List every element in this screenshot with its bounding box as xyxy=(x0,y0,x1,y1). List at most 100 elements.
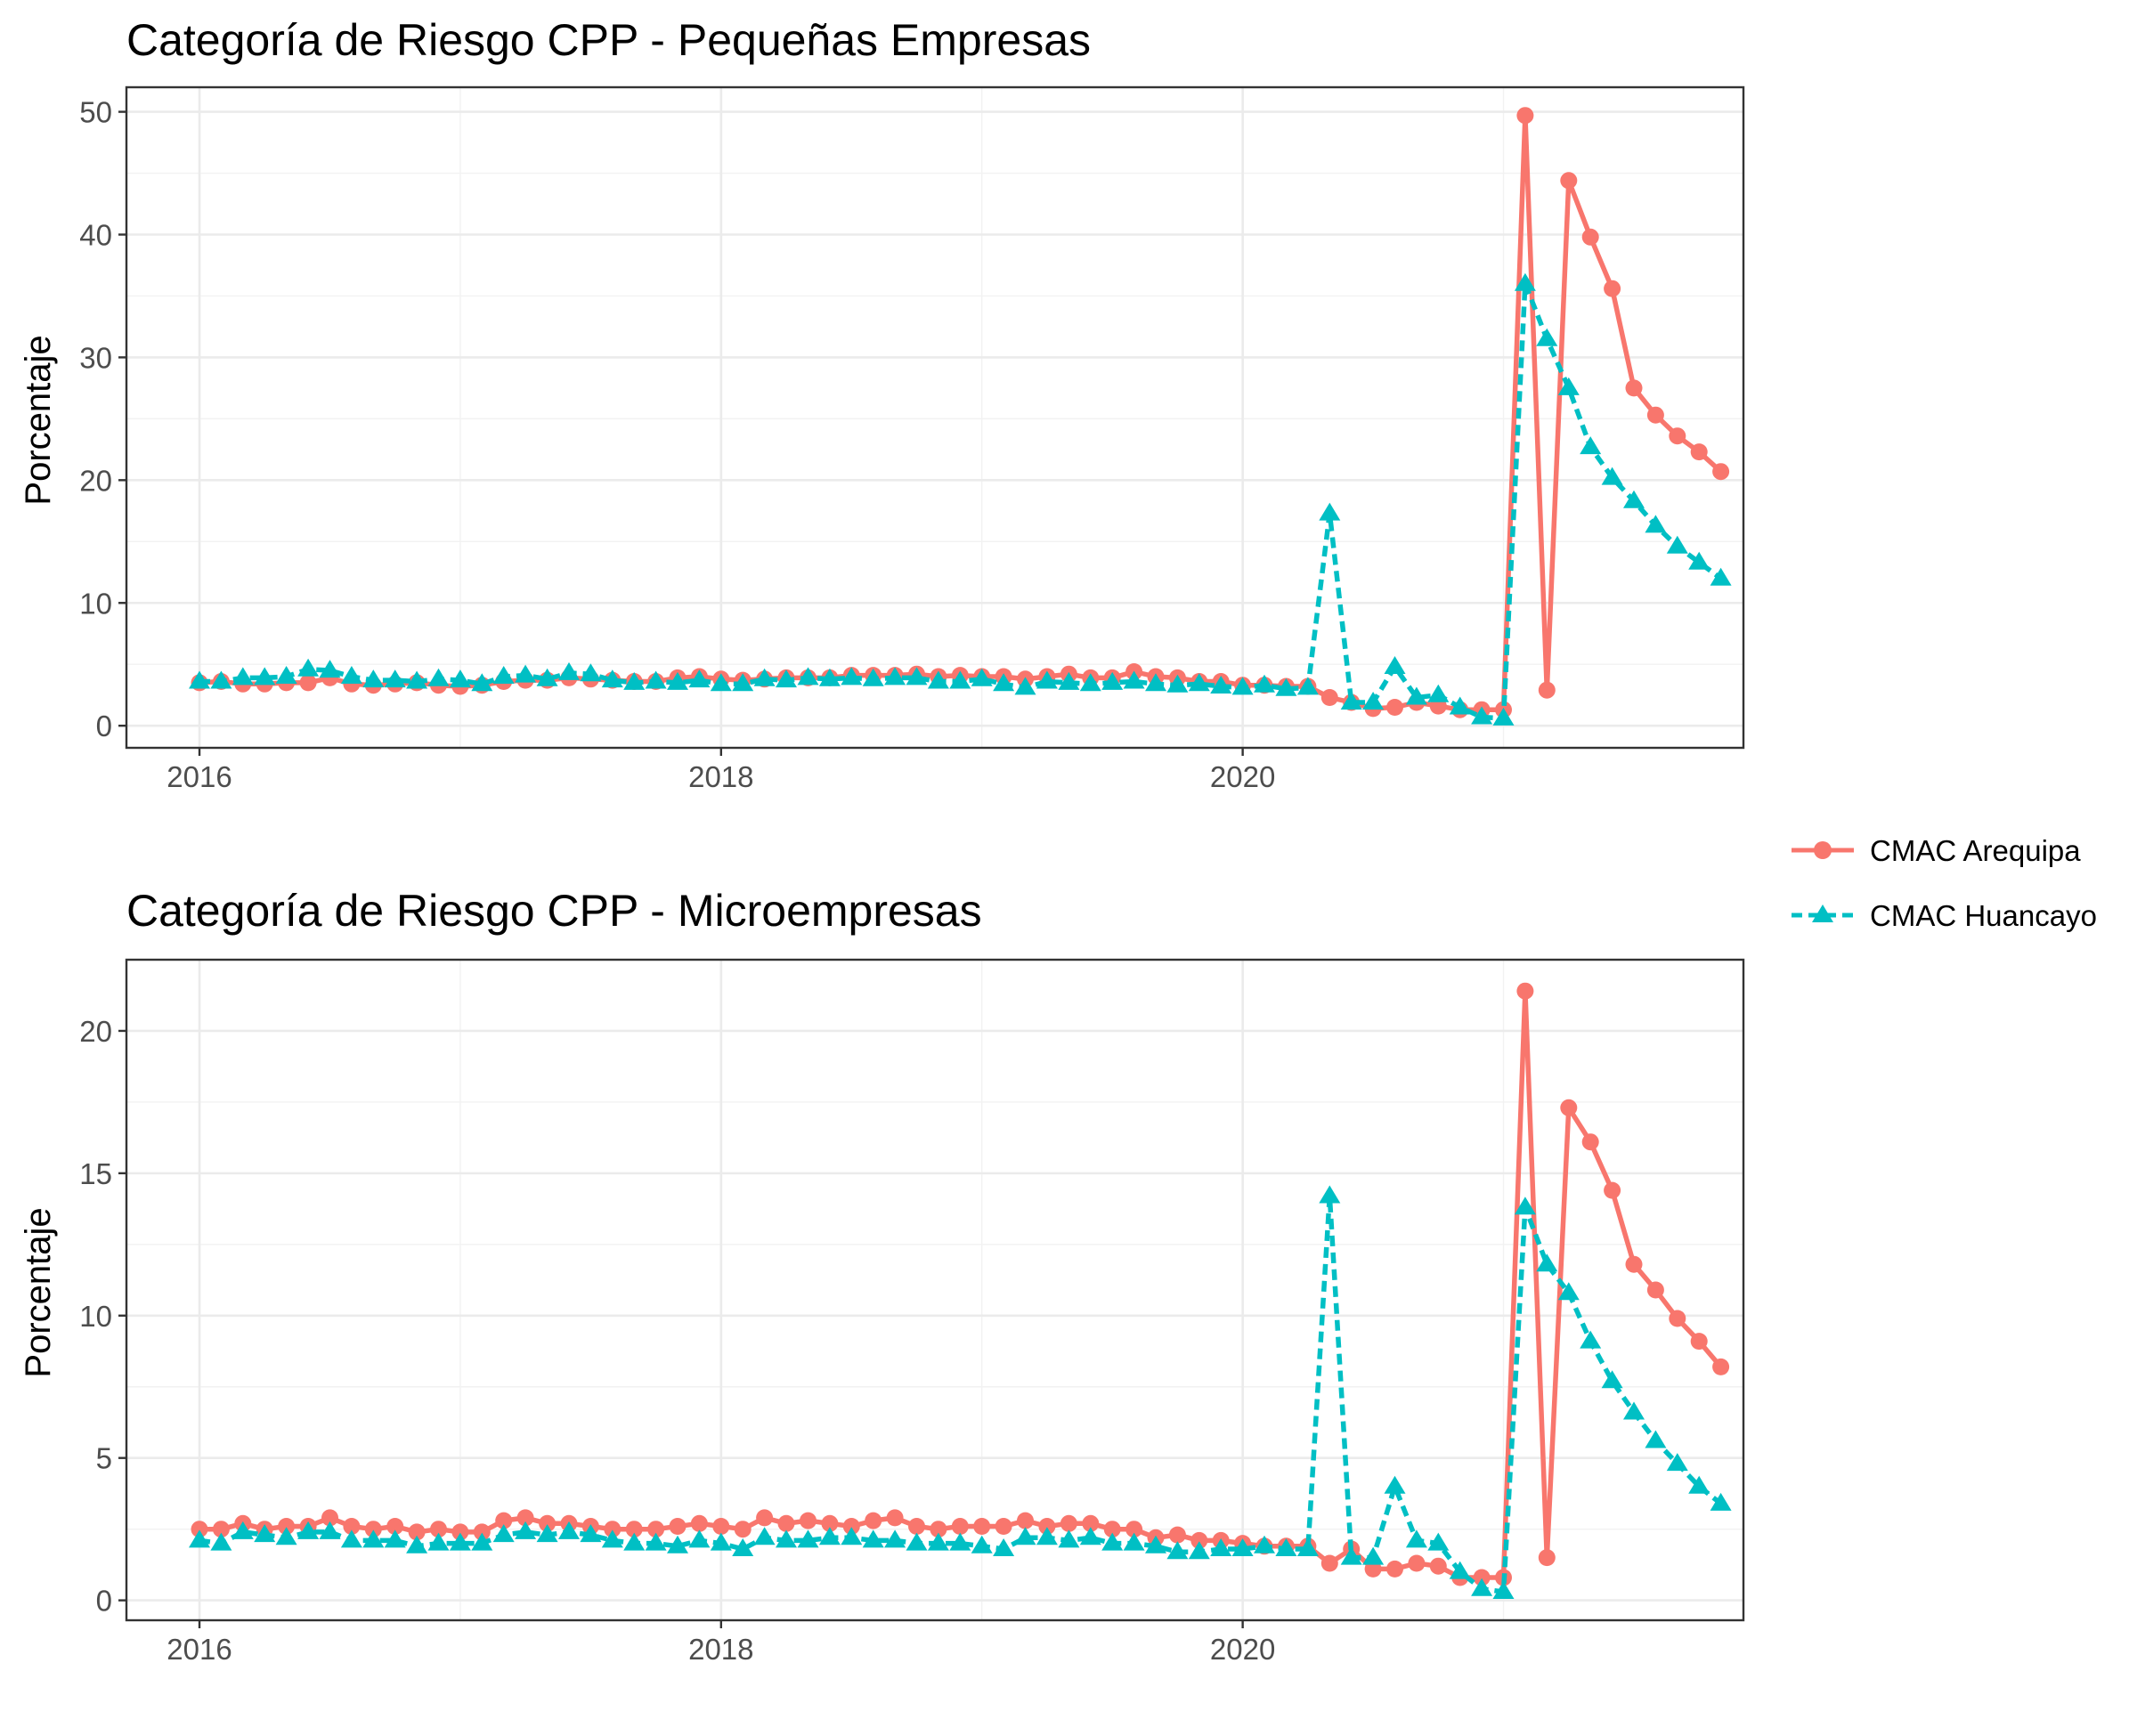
data-point-arequipa xyxy=(1125,1521,1143,1538)
data-point-arequipa xyxy=(1625,1255,1643,1273)
data-point-arequipa xyxy=(1538,681,1556,699)
data-point-huancayo xyxy=(319,1521,341,1539)
data-point-arequipa xyxy=(951,1518,969,1535)
data-point-arequipa xyxy=(1625,379,1643,397)
data-point-huancayo xyxy=(1254,674,1275,693)
data-point-huancayo xyxy=(797,1529,819,1548)
legend: CMAC Arequipa CMAC Huancayo xyxy=(1792,834,2097,932)
data-point-arequipa xyxy=(886,1509,904,1527)
data-point-huancayo xyxy=(340,1529,362,1548)
y-tick-label: 5 xyxy=(96,1442,112,1475)
data-point-huancayo xyxy=(601,669,623,688)
data-point-huancayo xyxy=(1514,272,1536,291)
y-tick-label: 40 xyxy=(79,219,112,252)
y-tick-label: 10 xyxy=(79,1300,112,1333)
data-point-huancayo xyxy=(1623,490,1645,508)
data-point-huancayo xyxy=(1580,1330,1602,1349)
data-point-huancayo xyxy=(1296,677,1319,695)
data-point-huancayo xyxy=(1210,676,1232,694)
data-point-arequipa xyxy=(516,1509,534,1527)
data-point-huancayo xyxy=(1405,1529,1427,1548)
data-point-arequipa xyxy=(800,1512,817,1529)
data-point-arequipa xyxy=(1712,463,1730,481)
data-point-huancayo xyxy=(732,1538,754,1556)
data-point-arequipa xyxy=(1516,982,1534,1000)
data-point-arequipa xyxy=(865,1512,882,1529)
data-point-huancayo xyxy=(1275,677,1297,696)
panel-border xyxy=(125,958,1745,1622)
y-tick-label: 15 xyxy=(79,1157,112,1190)
data-point-huancayo xyxy=(362,1529,385,1548)
data-point-huancayo xyxy=(1101,671,1124,690)
data-point-arequipa xyxy=(430,1521,447,1538)
data-point-huancayo xyxy=(1036,1527,1058,1545)
data-point-huancayo xyxy=(1666,535,1688,554)
data-point-huancayo xyxy=(189,1529,210,1548)
data-point-huancayo xyxy=(732,673,754,692)
data-point-arequipa xyxy=(647,1521,665,1538)
data-point-huancayo xyxy=(1645,515,1667,533)
legend-label: CMAC Huancayo xyxy=(1870,899,2097,932)
data-point-arequipa xyxy=(1017,1512,1034,1529)
data-point-huancayo xyxy=(1058,671,1080,690)
data-point-huancayo xyxy=(1427,1532,1450,1551)
legend-key-triangle xyxy=(1812,905,1833,922)
data-point-arequipa xyxy=(604,1521,622,1538)
data-point-huancayo xyxy=(818,668,841,686)
data-point-huancayo xyxy=(1145,673,1166,692)
data-point-arequipa xyxy=(1538,1549,1556,1567)
data-point-huancayo xyxy=(688,1529,711,1548)
data-point-arequipa xyxy=(1581,228,1599,246)
data-point-huancayo xyxy=(1536,328,1558,346)
data-point-huancayo xyxy=(1079,673,1101,692)
data-point-huancayo xyxy=(536,1524,558,1543)
data-point-huancayo xyxy=(254,1524,276,1543)
data-point-huancayo xyxy=(515,1521,537,1539)
data-point-arequipa xyxy=(321,1509,338,1527)
data-point-huancayo xyxy=(210,1532,232,1551)
data-point-huancayo xyxy=(753,1527,776,1545)
data-point-huancayo xyxy=(884,667,906,685)
data-point-huancayo xyxy=(1079,1527,1101,1545)
data-point-huancayo xyxy=(558,661,580,680)
series-line-arequipa xyxy=(199,988,1723,1580)
data-point-huancayo xyxy=(710,1532,732,1551)
data-point-arequipa xyxy=(1669,427,1686,445)
data-point-huancayo xyxy=(753,668,776,686)
data-point-huancayo xyxy=(645,1532,667,1551)
data-point-huancayo xyxy=(841,667,863,685)
data-point-huancayo xyxy=(406,1535,428,1553)
data-point-huancayo xyxy=(1123,670,1145,689)
data-point-arequipa xyxy=(1560,1099,1578,1116)
data-point-huancayo xyxy=(818,1527,841,1545)
data-point-arequipa xyxy=(995,1518,1012,1535)
data-point-huancayo xyxy=(536,668,558,686)
data-point-huancayo xyxy=(993,1538,1015,1556)
data-point-huancayo xyxy=(1058,1529,1080,1548)
data-point-arequipa xyxy=(690,1514,708,1532)
data-point-arequipa xyxy=(1408,1554,1426,1572)
data-point-huancayo xyxy=(862,668,884,686)
data-point-huancayo xyxy=(1362,1546,1385,1565)
data-point-huancayo xyxy=(1101,1532,1124,1551)
data-point-huancayo xyxy=(275,1527,297,1545)
data-point-huancayo xyxy=(1014,1527,1036,1545)
data-point-arequipa xyxy=(712,1518,730,1535)
data-point-huancayo xyxy=(1449,1561,1471,1579)
data-point-huancayo xyxy=(906,667,928,685)
data-point-huancayo xyxy=(1384,656,1406,674)
y-tick-label: 30 xyxy=(79,341,112,374)
y-tick-label: 0 xyxy=(96,1585,112,1618)
data-point-huancayo xyxy=(1492,707,1515,726)
data-point-huancayo xyxy=(427,1532,450,1551)
data-point-arequipa xyxy=(1060,1514,1077,1532)
data-point-huancayo xyxy=(515,664,537,683)
data-point-huancayo xyxy=(971,1535,993,1553)
data-point-huancayo xyxy=(275,666,297,684)
data-point-huancayo xyxy=(1557,1282,1580,1301)
data-point-huancayo xyxy=(1449,696,1471,715)
data-point-arequipa xyxy=(1516,107,1534,125)
data-point-huancayo xyxy=(688,669,711,688)
data-point-huancayo xyxy=(1536,1253,1558,1272)
